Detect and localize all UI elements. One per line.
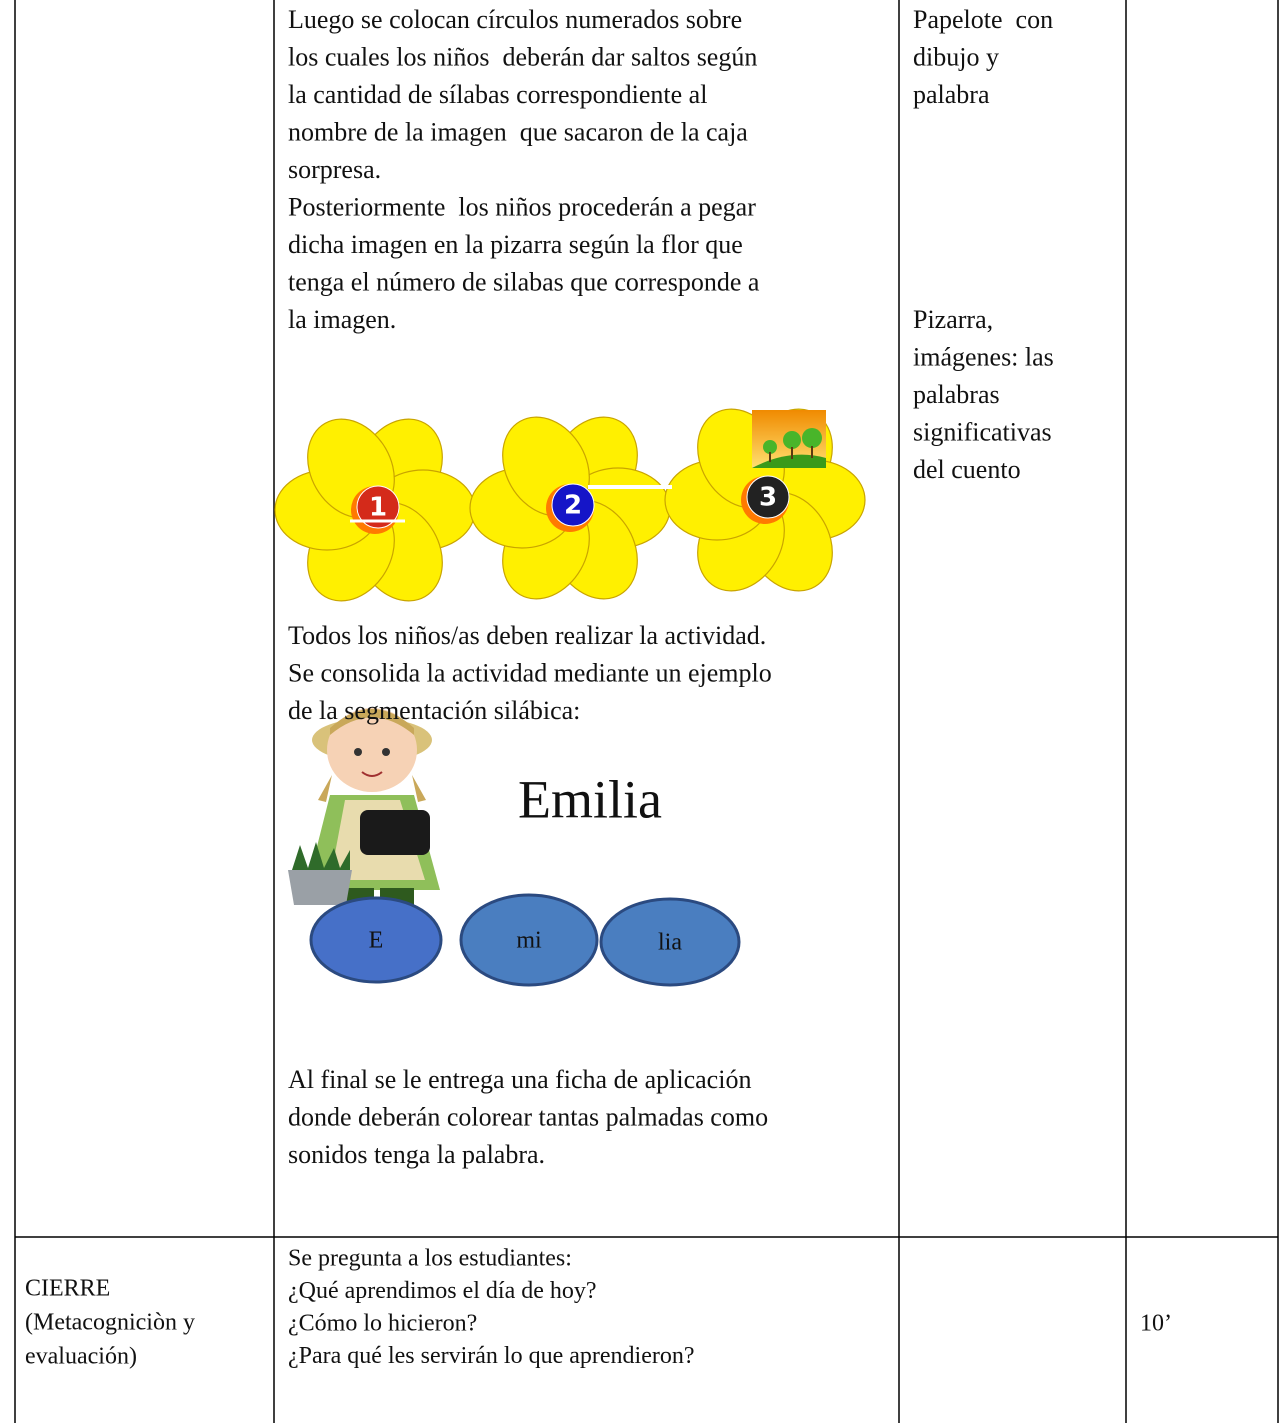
paragraph-line: donde deberán colorear tantas palmadas c… xyxy=(288,1102,768,1131)
paragraph-line: dicha imagen en la pizarra según la flor… xyxy=(288,230,743,259)
paragraph-line: la imagen. xyxy=(288,305,396,334)
flower-number: 3 xyxy=(759,483,777,513)
materials-line: dibujo y xyxy=(913,42,999,71)
paragraph-line: Todos los niños/as deben realizar la act… xyxy=(288,621,766,650)
table-borders xyxy=(14,0,1279,1423)
materials-line: significativas xyxy=(913,417,1052,446)
time: 10’ xyxy=(1140,1311,1172,1337)
paragraph-line: tenga el número de silabas que correspon… xyxy=(288,267,760,296)
syllable-oval xyxy=(459,893,599,987)
paragraph-line: sonidos tenga la palabra. xyxy=(288,1140,545,1169)
materials-line: Pizarra, xyxy=(913,305,993,334)
syllable: lia xyxy=(658,930,682,956)
paragraph-line: los cuales los niños deberán dar saltos … xyxy=(288,42,757,71)
question-line: Se pregunta a los estudiantes: xyxy=(288,1246,572,1272)
syllable: mi xyxy=(516,928,542,954)
stage-line: CIERRE xyxy=(25,1276,110,1302)
syllable: E xyxy=(369,928,384,954)
syllable-oval xyxy=(599,897,741,987)
syllable-oval xyxy=(309,896,443,984)
stage-line: evaluación) xyxy=(25,1344,137,1370)
materials-line: Papelote con xyxy=(913,5,1053,34)
number-ball xyxy=(551,483,595,527)
stage-line: (Metacogniciòn y xyxy=(25,1310,195,1336)
flower-number: 1 xyxy=(369,493,387,523)
materials-line: palabra xyxy=(913,80,990,109)
paragraph-line: de la segmentación silábica: xyxy=(288,696,580,725)
materials-line: imágenes: las xyxy=(913,342,1054,371)
flowers: 1 2 3 xyxy=(274,408,866,602)
question-line: ¿Cómo lo hicieron? xyxy=(288,1311,477,1337)
example-word: Emilia xyxy=(518,769,662,829)
landscape-icon xyxy=(752,410,826,468)
materials-line: del cuento xyxy=(913,455,1021,484)
flower-number: 2 xyxy=(564,491,582,521)
paragraph-line: Luego se colocan círculos numerados sobr… xyxy=(288,5,742,34)
paragraph-line: Se consolida la actividad mediante un ej… xyxy=(288,658,772,687)
number-ball xyxy=(746,475,790,519)
question-line: ¿Qué aprendimos el día de hoy? xyxy=(288,1278,597,1304)
materials-line: palabras xyxy=(913,380,1000,409)
paragraph-line: sorpresa. xyxy=(288,155,381,184)
question-line: ¿Para qué les servirán lo que aprendiero… xyxy=(288,1343,695,1369)
paragraph-line: nombre de la imagen que sacaron de la ca… xyxy=(288,117,748,146)
paragraph-line: Al final se le entrega una ficha de apli… xyxy=(288,1065,751,1094)
paragraph-line: Posteriormente los niños procederán a pe… xyxy=(288,192,756,221)
paragraph-line: la cantidad de sílabas correspondiente a… xyxy=(288,80,707,109)
number-ball xyxy=(356,485,400,529)
